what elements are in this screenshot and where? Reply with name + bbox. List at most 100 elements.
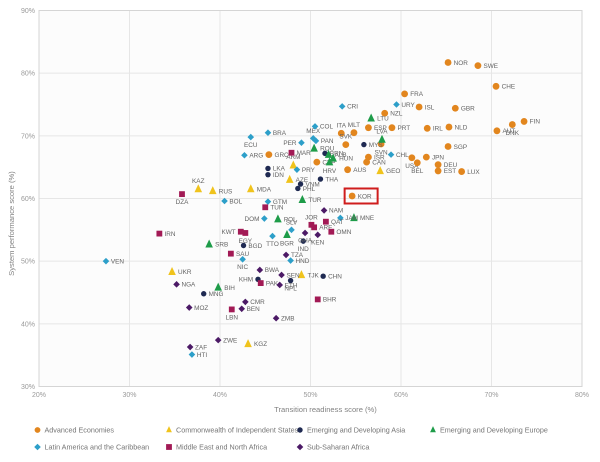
point-CHE — [492, 82, 500, 90]
point-label-ZAF: ZAF — [195, 344, 207, 351]
point-ROU — [310, 143, 318, 152]
y-axis-title: System performance score (%) — [7, 171, 16, 276]
y-tick-label: 90% — [21, 8, 35, 15]
point-label-SGP: SGP — [454, 144, 468, 151]
point-label-KHM: KHM — [239, 277, 253, 284]
point-label-PAK: PAK — [266, 280, 279, 287]
point-label-AUT: AUT — [503, 128, 516, 135]
point-label-BGD: BGD — [248, 243, 262, 250]
point-ISL — [415, 103, 423, 111]
point-ZMB — [272, 314, 280, 322]
y-tick-label: 70% — [21, 133, 35, 140]
point-label-MOZ: MOZ — [194, 305, 208, 312]
point-EST — [434, 167, 442, 175]
point-label-POL: POL — [284, 216, 297, 223]
point-label-RUS: RUS — [219, 188, 233, 195]
point-IND — [300, 238, 306, 244]
point-label-COL: COL — [320, 124, 334, 131]
point-MNE — [350, 213, 358, 222]
point-AZE — [285, 174, 294, 183]
point-PRT — [388, 124, 396, 132]
legend-label: Latin America and the Caribbean — [45, 443, 150, 452]
point-DOM — [261, 215, 268, 222]
point-DNK — [508, 121, 516, 128]
x-tick-label: 40% — [213, 392, 227, 399]
point-label-KEN: KEN — [311, 240, 325, 247]
y-tick-label: 40% — [21, 321, 35, 328]
legend-item-middle-east-and-north-africa: Middle East and North Africa — [166, 443, 267, 452]
point-IRL — [423, 124, 431, 132]
point-label-PRT: PRT — [398, 125, 411, 132]
point-TUN — [262, 204, 269, 211]
point-label-SEN: SEN — [286, 272, 300, 279]
point-label-EGY: EGY — [239, 238, 253, 245]
x-tick-label: 50% — [303, 392, 317, 399]
point-label-GBR: GBR — [461, 106, 475, 113]
point-SRB — [205, 239, 213, 248]
point-THA — [317, 176, 324, 182]
point-ZWE — [214, 336, 222, 344]
point-label-NZL: NZL — [390, 111, 403, 118]
legend-marker — [34, 427, 41, 433]
point-label-VEN: VEN — [111, 258, 125, 265]
point-label-BEN: BEN — [247, 306, 261, 313]
point-GBR — [451, 104, 459, 112]
legend-marker — [297, 427, 303, 433]
point-label-MNE: MNE — [360, 215, 374, 222]
point-TZA — [282, 251, 290, 259]
point-CHL — [387, 151, 395, 158]
point-SLV — [288, 226, 295, 234]
point-label-PRY: PRY — [302, 167, 316, 174]
point-label-ROU: ROU — [320, 146, 335, 153]
point-label-TUN: TUN — [270, 205, 284, 212]
legend-marker — [296, 443, 304, 451]
point-label-BOL: BOL — [229, 198, 242, 205]
point-label-NLD: NLD — [455, 124, 468, 131]
point-label-JPN: JPN — [432, 154, 444, 161]
point-label-CMR: CMR — [250, 299, 265, 306]
legend-item-emerging-and-developing-asia: Emerging and Developing Asia — [297, 426, 405, 435]
point-label-ZMB: ZMB — [281, 315, 295, 322]
point-label-NIC: NIC — [237, 264, 248, 271]
point-label-ISR: ISR — [374, 154, 385, 161]
point-SEN — [278, 271, 285, 279]
point-IRN — [156, 230, 163, 237]
point-URY — [393, 101, 400, 108]
x-tick-label: 20% — [32, 392, 46, 399]
point-VNM — [297, 181, 304, 187]
point-label-HTI: HTI — [197, 352, 208, 359]
legend-item-latin-america-and-the-caribbean: Latin America and the Caribbean — [34, 443, 149, 452]
point-NAM — [320, 207, 328, 214]
point-MNG — [201, 291, 207, 297]
point-ETH — [276, 281, 284, 289]
point-ZAF — [186, 343, 194, 351]
point-label-CRI: CRI — [347, 104, 358, 111]
point-PAK — [257, 280, 264, 286]
point-KAZ — [194, 184, 203, 193]
point-label-LUX: LUX — [467, 169, 480, 176]
legend-label: Advanced Economies — [45, 426, 115, 435]
point-POL — [274, 214, 282, 223]
point-CMR — [242, 298, 249, 306]
point-label-KOR: KOR — [358, 193, 372, 200]
point-NGA — [173, 281, 180, 288]
legend-marker — [166, 426, 172, 433]
x-tick-label: 70% — [484, 392, 498, 399]
point-PAN — [312, 137, 320, 145]
legend-item-emerging-and-developing-europe: Emerging and Developing Europe — [430, 426, 548, 435]
point-label-ARG: ARG — [249, 153, 263, 160]
legend-label: Middle East and North Africa — [176, 443, 267, 452]
point-COL — [311, 123, 319, 130]
point-label-KGZ: KGZ — [254, 341, 267, 348]
point-label-MYS: MYS — [369, 142, 383, 149]
plot-border — [38, 10, 583, 387]
point-label-ITA: ITA — [337, 122, 347, 129]
point-label-DZA: DZA — [176, 199, 190, 206]
point-label-MDA: MDA — [257, 186, 272, 193]
point-VEN — [102, 257, 110, 265]
point-QAT — [322, 218, 329, 225]
point-MAR — [288, 149, 295, 156]
point-label-JAM: JAM — [345, 215, 358, 222]
point-DEU — [434, 161, 442, 169]
